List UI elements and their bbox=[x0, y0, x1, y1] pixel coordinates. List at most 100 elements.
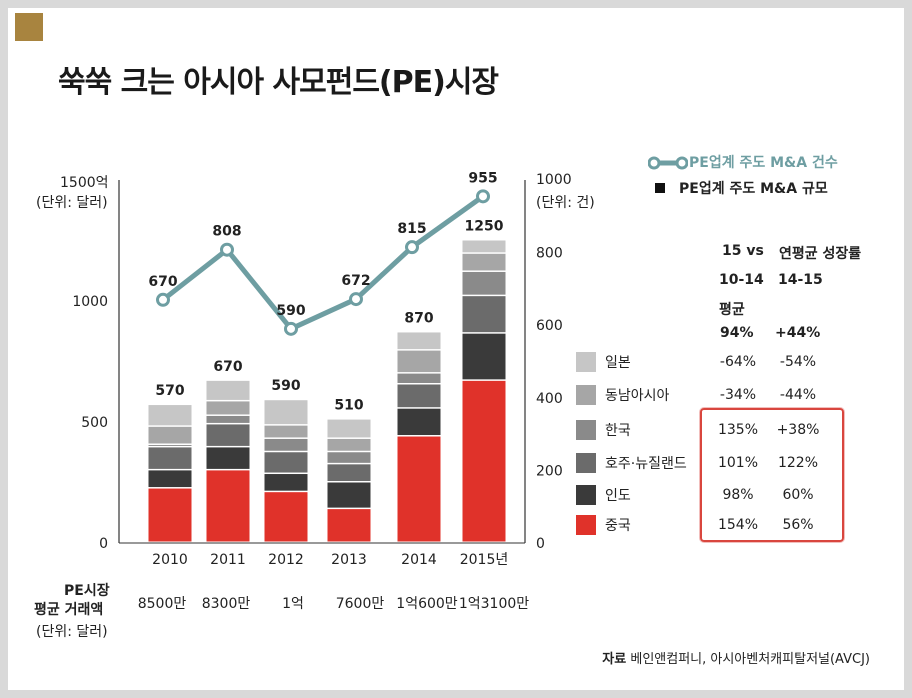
bar-segment bbox=[148, 405, 192, 426]
line-point bbox=[284, 321, 298, 336]
bar-segment bbox=[462, 253, 506, 271]
bar-segment bbox=[206, 447, 250, 469]
stat-cagr: -44% bbox=[779, 387, 817, 403]
bar-segment bbox=[397, 408, 441, 436]
bar-segment bbox=[148, 447, 192, 469]
country-label: 동남아시아 bbox=[605, 388, 670, 404]
bar-total-label: 570 bbox=[155, 383, 184, 399]
bar-segment bbox=[206, 380, 250, 400]
country-swatch bbox=[576, 352, 596, 372]
section-badge bbox=[15, 13, 43, 41]
table-header-col1-line1: 15 vs bbox=[722, 243, 764, 259]
bar-segment bbox=[206, 424, 250, 446]
right-axis-unit: (단위: 건) bbox=[536, 195, 595, 211]
bar-segment bbox=[397, 436, 441, 542]
right-tick-label: 400 bbox=[536, 391, 563, 407]
left-tick-label: 1000 bbox=[72, 294, 108, 310]
line-point-label: 590 bbox=[276, 303, 305, 319]
line-series-path bbox=[161, 194, 485, 332]
bar-segment bbox=[148, 426, 192, 444]
line-point bbox=[405, 240, 419, 255]
bar-segment bbox=[206, 401, 250, 415]
country-label: 한국 bbox=[605, 423, 631, 439]
deal-size-value: 8500만 bbox=[137, 596, 187, 612]
bar-total-label: 870 bbox=[404, 310, 433, 326]
stat-vs-avg: 101% bbox=[717, 455, 759, 471]
bar-segment bbox=[462, 296, 506, 333]
country-legend-item: 호주·뉴질랜드 bbox=[576, 453, 687, 473]
bar-segment bbox=[327, 482, 371, 508]
table-header-col2-line2: 14-15 bbox=[778, 272, 823, 288]
bar-segment bbox=[264, 425, 308, 438]
country-swatch bbox=[576, 485, 596, 505]
deal-size-label-line3: (단위: 달러) bbox=[36, 624, 108, 640]
bar-total-label: 1250 bbox=[465, 219, 504, 235]
deal-size-value: 1억 bbox=[282, 596, 304, 612]
bar-segment bbox=[206, 470, 250, 542]
right-tick-label: 600 bbox=[536, 318, 563, 334]
bar-segment bbox=[462, 333, 506, 380]
bar-segment bbox=[148, 470, 192, 488]
country-label: 중국 bbox=[605, 518, 631, 534]
stat-vs-avg: -34% bbox=[719, 387, 757, 403]
legend-line-icon bbox=[648, 156, 688, 170]
bar-segment bbox=[327, 509, 371, 542]
x-category-label: 2012 bbox=[268, 552, 304, 568]
source-text: 베인앤컴퍼니, 아시아벤처캐피탈저널(AVCJ) bbox=[630, 652, 870, 667]
source-label: 자료 bbox=[602, 652, 627, 667]
table-header-col1-line2: 10-14 bbox=[719, 272, 764, 288]
bar-segment bbox=[148, 488, 192, 542]
left-axis-top-label: 1500억 bbox=[60, 175, 109, 191]
bar-segment bbox=[462, 380, 506, 542]
deal-size-value: 8300만 bbox=[201, 596, 251, 612]
stat-cagr: 56% bbox=[782, 517, 814, 533]
table-total-col2: +44% bbox=[775, 325, 821, 341]
legend-bar-swatch bbox=[655, 183, 665, 193]
bar-segment bbox=[148, 444, 192, 446]
deal-size-value: 1억600만 bbox=[396, 596, 458, 612]
bar-segment bbox=[397, 332, 441, 350]
x-category-label: 2010 bbox=[152, 552, 188, 568]
right-tick-label: 800 bbox=[536, 246, 563, 262]
country-swatch bbox=[576, 385, 596, 405]
stat-vs-avg: 135% bbox=[717, 422, 759, 438]
bar-segment bbox=[462, 240, 506, 253]
bar-segment bbox=[264, 492, 308, 542]
line-point bbox=[476, 189, 490, 204]
bar-segment bbox=[264, 438, 308, 451]
country-legend-item: 동남아시아 bbox=[576, 385, 669, 405]
stat-cagr: -54% bbox=[779, 354, 817, 370]
table-header-col1-line3: 평균 bbox=[719, 302, 745, 318]
stat-cagr: +38% bbox=[776, 422, 820, 438]
bar-segment bbox=[397, 373, 441, 383]
line-point bbox=[156, 292, 170, 307]
country-label: 일본 bbox=[605, 355, 631, 371]
bar-segment bbox=[327, 464, 371, 481]
country-label: 호주·뉴질랜드 bbox=[605, 456, 687, 472]
chart-title: 쑥쑥 크는 아시아 사모펀드(PE)시장 bbox=[58, 65, 499, 100]
country-label: 인도 bbox=[605, 488, 631, 504]
deal-size-label-line1: PE시장 bbox=[64, 583, 110, 599]
line-point-label: 815 bbox=[397, 221, 426, 237]
line-point-label: 955 bbox=[468, 170, 497, 186]
right-tick-label: 200 bbox=[536, 463, 563, 479]
bar-segment bbox=[264, 452, 308, 473]
country-swatch bbox=[576, 420, 596, 440]
country-legend-item: 한국 bbox=[576, 420, 631, 440]
line-point bbox=[349, 292, 363, 307]
bar-segment bbox=[397, 384, 441, 408]
legend-bar-item: PE업계 주도 M&A 규모 bbox=[655, 178, 828, 198]
table-header-col2-line1: 연평균 성장률 bbox=[779, 246, 862, 262]
country-legend-item: 인도 bbox=[576, 485, 631, 505]
bar-segment bbox=[462, 271, 506, 295]
bar-total-label: 510 bbox=[334, 398, 363, 414]
bar-segment bbox=[327, 438, 371, 451]
stat-cagr: 60% bbox=[782, 487, 814, 503]
x-category-label: 2013 bbox=[331, 552, 367, 568]
x-category-label: 2015년 bbox=[460, 552, 509, 568]
bar-segment bbox=[397, 350, 441, 373]
bar-segment bbox=[327, 419, 371, 438]
stat-vs-avg: 154% bbox=[717, 517, 759, 533]
right-tick-label: 0 bbox=[536, 536, 545, 552]
